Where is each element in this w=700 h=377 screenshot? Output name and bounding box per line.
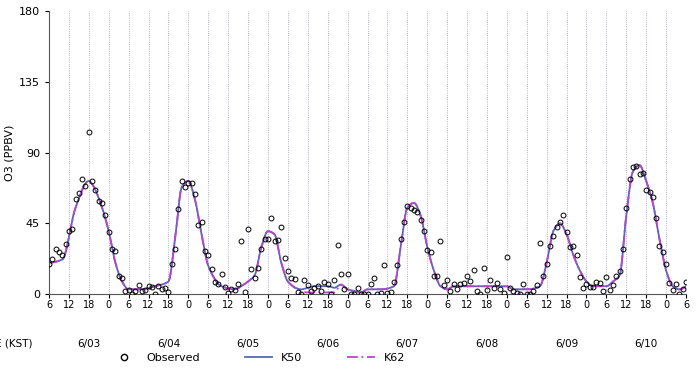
Text: 6/07: 6/07 [395, 339, 419, 348]
Text: 6/10: 6/10 [635, 339, 658, 348]
Legend: Observed, K50, K62: Observed, K50, K62 [106, 349, 409, 368]
Text: 6/09: 6/09 [555, 339, 578, 348]
Text: 6/03: 6/03 [77, 339, 100, 348]
Text: TIME (KST): TIME (KST) [0, 339, 32, 348]
Text: 6/05: 6/05 [237, 339, 260, 348]
Y-axis label: O3 (PPBV): O3 (PPBV) [5, 124, 15, 181]
Text: 6/04: 6/04 [157, 339, 180, 348]
Text: 6/08: 6/08 [475, 339, 498, 348]
Text: 6/06: 6/06 [316, 339, 340, 348]
